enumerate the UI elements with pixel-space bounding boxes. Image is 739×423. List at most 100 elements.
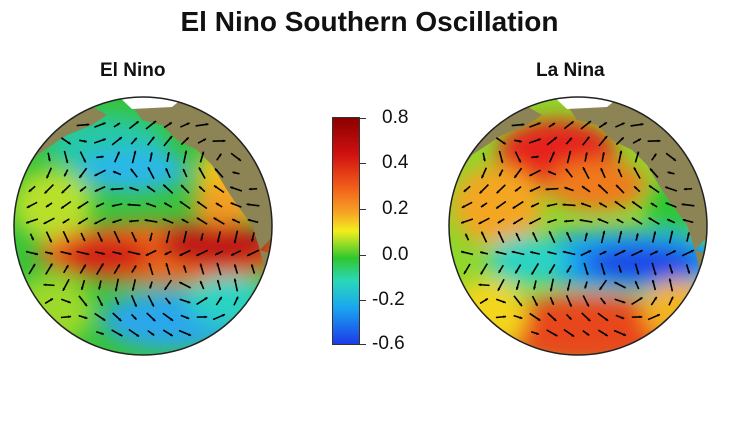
wind-arrowhead <box>529 221 533 225</box>
wind-arrowhead <box>99 238 103 242</box>
wind-arrowhead <box>199 280 203 284</box>
wind-arrowhead <box>100 332 104 335</box>
wind-arrowhead <box>67 300 71 304</box>
wind-arrowhead <box>152 318 156 322</box>
wind-arrowhead <box>216 239 220 243</box>
wind-arrowhead <box>28 188 32 192</box>
wind-arrowhead <box>690 250 694 253</box>
wind-arrowhead <box>66 239 69 243</box>
wind-arrowhead <box>657 139 661 143</box>
wind-arrowhead <box>61 205 65 209</box>
wind-arrowhead <box>96 204 100 208</box>
wind-arrowhead <box>117 264 120 268</box>
wind-arrowhead <box>151 332 155 336</box>
wind-arrowhead <box>672 157 676 161</box>
wind-arrowhead <box>216 262 220 266</box>
wind-arrowhead <box>169 135 173 139</box>
wind-arrowhead <box>515 270 518 274</box>
wind-arrowhead <box>634 280 638 284</box>
wind-arrowhead <box>478 283 482 287</box>
wind-arrowhead <box>113 171 117 174</box>
wind-arrowhead <box>481 175 485 179</box>
wind-arrowhead <box>571 333 575 337</box>
wind-arrowhead <box>588 250 592 253</box>
wind-arrowhead <box>133 150 137 154</box>
colorbar <box>332 117 360 345</box>
wind-arrowhead <box>553 318 557 322</box>
wind-arrowhead <box>497 220 501 224</box>
wind-arrowhead <box>133 316 137 320</box>
wind-arrowhead <box>681 203 685 206</box>
wind-arrowhead <box>167 301 171 305</box>
wind-arrowhead <box>586 303 589 307</box>
wind-arrowhead <box>119 333 123 337</box>
wind-arrowhead <box>496 205 500 209</box>
wind-arrowhead <box>639 250 643 253</box>
wind-arrowhead <box>98 286 101 290</box>
wind-arrowhead <box>621 122 625 126</box>
wind-arrowhead <box>215 168 218 172</box>
wind-arrowhead <box>196 253 200 256</box>
wind-arrowhead <box>569 303 572 307</box>
wind-arrowhead <box>549 288 553 292</box>
wind-arrowhead <box>622 300 626 304</box>
wind-arrowhead <box>531 271 535 275</box>
wind-arrowhead <box>196 217 200 221</box>
wind-arrowhead <box>566 232 570 236</box>
wind-arrowhead <box>31 237 34 241</box>
wind-arrowhead <box>62 220 66 224</box>
wind-arrowhead <box>614 282 618 285</box>
wind-arrowhead <box>130 168 134 172</box>
wind-arrowhead <box>653 231 657 235</box>
wind-arrowhead <box>64 173 67 177</box>
wind-arrowhead <box>185 137 189 141</box>
wind-arrowhead <box>131 287 135 291</box>
wind-arrowhead <box>164 252 168 255</box>
wind-arrowhead <box>232 171 236 175</box>
wind-arrowhead <box>179 253 183 256</box>
wind-arrowhead <box>620 137 624 141</box>
wind-arrowhead <box>635 233 639 237</box>
wind-arrowhead <box>579 218 583 222</box>
wind-arrowhead <box>564 186 568 190</box>
wind-arrowhead <box>500 160 504 164</box>
wind-arrowhead <box>165 240 169 244</box>
la-nina-wind-arrows <box>460 120 695 338</box>
wind-arrowhead <box>672 250 676 254</box>
wind-arrowhead <box>554 333 558 337</box>
wind-arrowhead <box>602 271 606 275</box>
wind-arrowhead <box>564 219 567 223</box>
wind-arrowhead <box>648 217 652 221</box>
wind-arrowhead <box>665 186 669 190</box>
wind-arrowhead <box>200 237 204 241</box>
wind-arrowhead <box>599 202 603 206</box>
wind-arrowhead <box>636 151 640 155</box>
wind-arrowhead <box>512 205 516 209</box>
wind-arrowhead <box>45 204 49 208</box>
wind-arrowhead <box>581 202 584 206</box>
wind-arrowhead <box>68 252 72 256</box>
wind-arrowhead <box>44 190 48 194</box>
wind-arrowhead <box>164 286 168 290</box>
wind-arrowhead <box>654 296 657 300</box>
wind-arrowhead <box>529 173 533 176</box>
wind-arrowhead <box>639 297 643 301</box>
wind-arrowhead <box>247 253 251 256</box>
wind-arrowhead <box>199 263 203 267</box>
wind-arrowhead <box>129 186 133 190</box>
wind-arrowhead <box>616 184 619 188</box>
wind-arrowhead <box>149 285 153 289</box>
wind-arrowhead <box>605 318 609 321</box>
wind-arrowhead <box>118 252 122 255</box>
colorbar-tick-label: 0.4 <box>382 152 409 173</box>
wind-arrowhead <box>588 121 592 124</box>
wind-arrowhead <box>94 188 98 192</box>
wind-arrowhead <box>83 159 86 163</box>
wind-arrowhead <box>26 220 30 224</box>
wind-arrowhead <box>553 137 557 140</box>
wind-arrowhead <box>204 315 208 319</box>
wind-arrowhead <box>530 251 534 254</box>
wind-arrowhead <box>165 168 169 172</box>
colorbar-tick <box>360 118 366 119</box>
wind-arrowhead <box>482 158 486 162</box>
